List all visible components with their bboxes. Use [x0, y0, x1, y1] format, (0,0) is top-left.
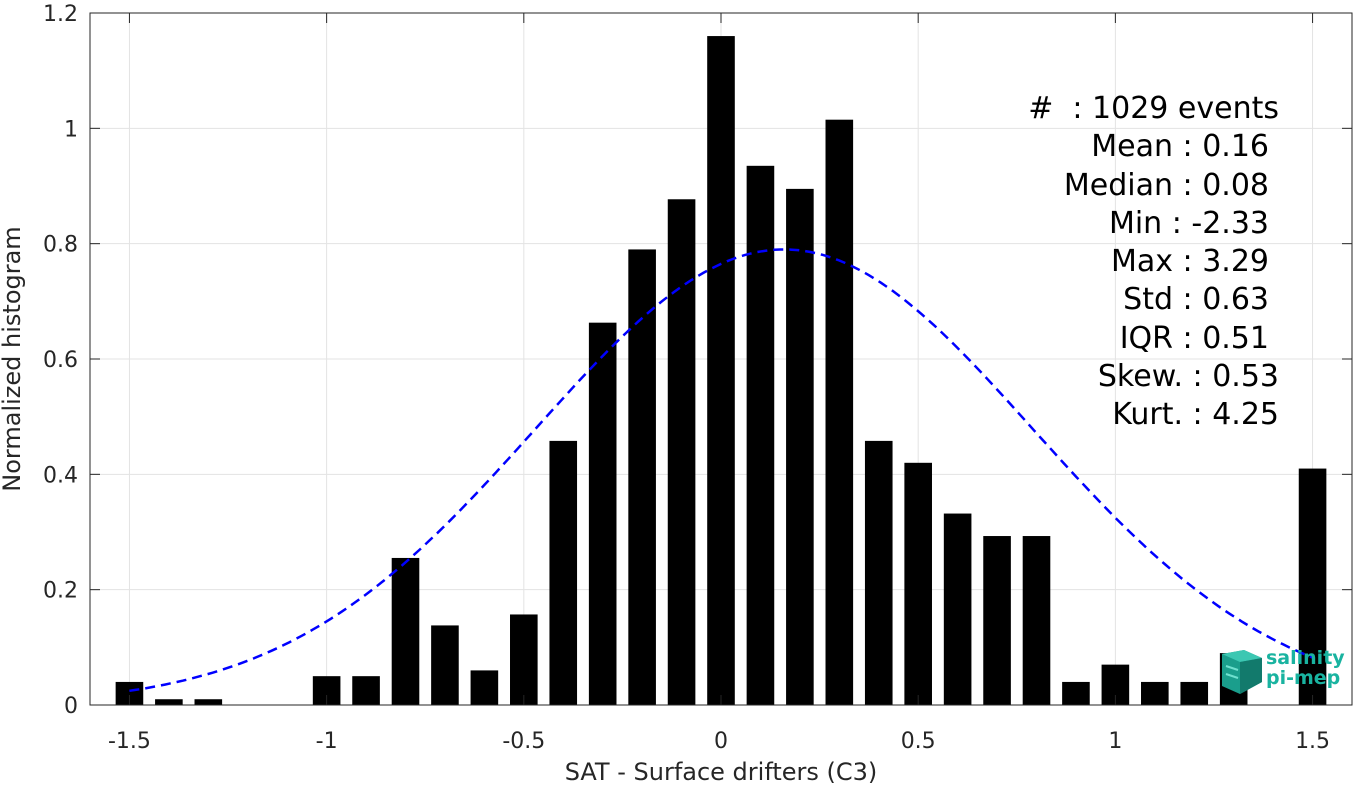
histogram-bar: [628, 249, 656, 705]
x-tick-label: 0: [714, 729, 728, 754]
x-axis-label: SAT - Surface drifters (C3): [565, 758, 878, 785]
histogram-bar: [391, 557, 420, 705]
logo-line1: salinity: [1266, 647, 1345, 669]
histogram-bar: [1180, 681, 1209, 705]
histogram-bar: [786, 188, 814, 706]
histogram-bar: [510, 614, 538, 705]
statistics-panel: # : 1029 events Mean : 0.16 Median : 0.0…: [1028, 90, 1279, 435]
normal-fit-curve: [129, 248, 1314, 693]
histogram-bar: [1141, 681, 1169, 705]
stat-min: Min : -2.33: [1108, 205, 1269, 241]
stat-events: # : 1029 events: [1028, 91, 1279, 126]
axis-ticks: [90, 12, 1352, 706]
stat-std: Std : 0.63: [1123, 282, 1269, 318]
histogram-bar: [904, 462, 932, 705]
histogram-bar: [1022, 536, 1051, 705]
x-tick-labels: -1.5 -1 -0.5 0 0.5 1 1.5: [108, 729, 1330, 754]
histogram-bar: [470, 670, 499, 705]
histogram-bar: [667, 199, 696, 705]
histogram-bar: [352, 676, 380, 705]
histogram-bar: [1062, 681, 1090, 705]
x-tick-label: 0.5: [901, 729, 936, 754]
histogram-bar: [431, 625, 459, 705]
histogram-bar: [707, 36, 735, 706]
y-tick-label: 0.2: [43, 579, 78, 604]
y-tick-label: 1: [64, 117, 78, 142]
logo-line2: pi-mep: [1266, 667, 1341, 689]
histogram-bars: [115, 36, 1327, 706]
y-tick-label: 1.2: [43, 2, 78, 27]
stat-median: Median : 0.08: [1063, 167, 1269, 203]
x-tick-label: 1.5: [1295, 729, 1330, 754]
histogram-bar: [746, 165, 775, 706]
histogram-bar: [1298, 468, 1327, 705]
histogram-bar: [549, 440, 578, 705]
x-tick-label: -1: [316, 729, 338, 754]
y-tick-label: 0.6: [43, 348, 78, 373]
histogram-bar: [943, 513, 972, 705]
stat-iqr: IQR : 0.51: [1119, 320, 1269, 356]
histogram-bar: [194, 699, 223, 705]
histogram-bar: [155, 699, 183, 705]
x-tick-label: -1.5: [108, 729, 151, 754]
histogram-bar: [825, 119, 854, 705]
histogram-bar: [115, 681, 144, 705]
y-axis-label: Normalized histogram: [0, 226, 26, 491]
x-tick-label: 1: [1108, 729, 1122, 754]
x-tick-label: -0.5: [502, 729, 545, 754]
y-tick-labels: 0 0.2 0.4 0.6 0.8 1 1.2: [43, 2, 78, 719]
y-tick-label: 0.4: [43, 463, 78, 488]
histogram-bar: [588, 322, 617, 705]
histogram-bar: [983, 536, 1011, 705]
y-tick-label: 0.8: [43, 233, 78, 258]
logo-text: salinity pi-mep: [1266, 648, 1345, 688]
y-tick-label: 0: [64, 694, 78, 719]
stat-max: Max : 3.29: [1111, 244, 1269, 280]
histogram-bar: [864, 440, 893, 705]
salinity-pimep-logo: salinity pi-mep: [1218, 648, 1348, 696]
stat-kurtosis: Kurt. : 4.25: [1112, 397, 1279, 433]
logo-cube-icon: [1222, 650, 1262, 694]
stat-skewness: Skew. : 0.53: [1097, 359, 1279, 395]
stat-mean: Mean : 0.16: [1091, 129, 1269, 165]
